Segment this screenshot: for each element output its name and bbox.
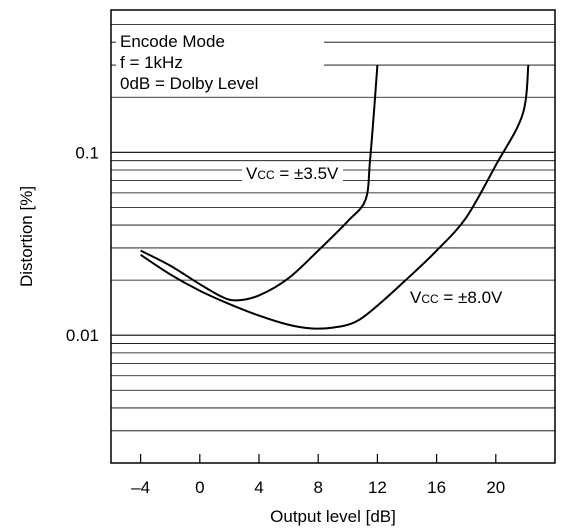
annotation-line-frequency: f = 1kHz <box>120 53 183 72</box>
series-label-3v5-v: V <box>246 164 258 183</box>
series-lines <box>140 64 530 330</box>
x-tick-label: –4 <box>131 478 150 497</box>
series-line-3v5 <box>140 64 379 302</box>
series-line-8v0 <box>140 64 530 330</box>
series-label-8v0-background <box>406 286 508 309</box>
series-label-8v0-v: V <box>410 288 422 307</box>
y-axis-ticks: 0.01 0.1 <box>66 143 99 345</box>
series-label-3v5: VCC = ±3.5V <box>242 162 344 185</box>
series-label-8v0-text: VCC = ±8.0V <box>410 288 503 307</box>
plot-frame <box>110 9 556 464</box>
x-axis-title: Output level [dB] <box>270 507 396 526</box>
series-label-3v5-text: VCC = ±3.5V <box>246 164 339 183</box>
series-label-8v0-sub: CC <box>421 292 439 306</box>
x-tick-label: 12 <box>368 478 387 497</box>
series-label-8v0-rest: = ±8.0V <box>439 288 503 307</box>
annotation-line-mode: Encode Mode <box>120 32 225 51</box>
x-tick-label: 0 <box>195 478 204 497</box>
series-label-3v5-sub: CC <box>257 168 275 182</box>
annotation-background <box>116 28 324 96</box>
x-axis-ticks: –4 0 4 8 12 16 20 <box>131 454 505 497</box>
x-tick-label: 8 <box>313 478 322 497</box>
x-tick-label: 4 <box>254 478 263 497</box>
series-label-3v5-background <box>242 162 344 185</box>
condition-annotation: Encode Mode f = 1kHz 0dB = Dolby Level <box>116 28 324 96</box>
annotation-line-reference: 0dB = Dolby Level <box>120 74 258 93</box>
series-label-8v0: VCC = ±8.0V <box>406 286 508 309</box>
series-label-3v5-rest: = ±3.5V <box>275 164 339 183</box>
x-tick-label: 20 <box>486 478 505 497</box>
x-tick-label: 16 <box>427 478 446 497</box>
y-axis-title: Distortion [%] <box>17 186 36 287</box>
y-tick-label: 0.1 <box>75 143 99 162</box>
y-tick-label: 0.01 <box>66 326 99 345</box>
